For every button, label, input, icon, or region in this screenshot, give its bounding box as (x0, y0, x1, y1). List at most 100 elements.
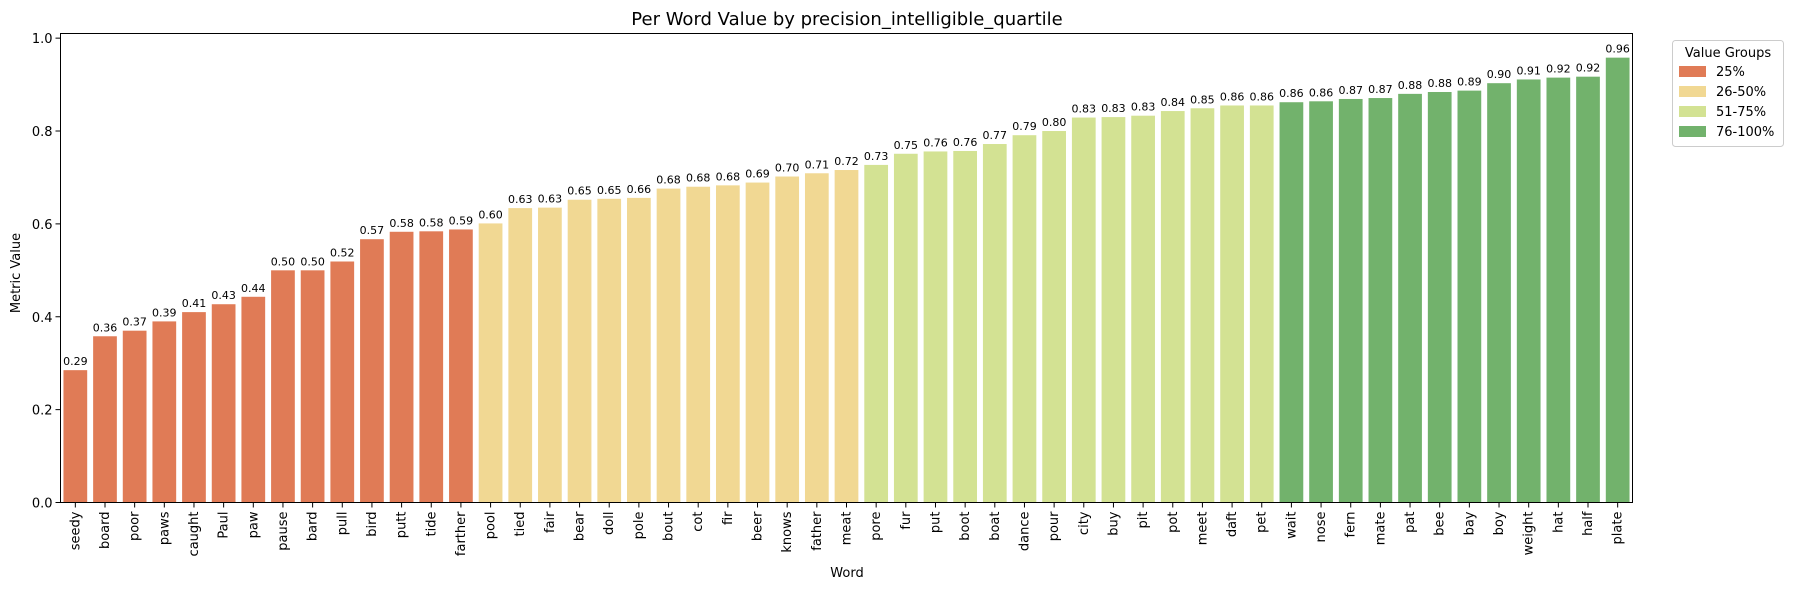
bar-value-label: 0.41 (182, 297, 207, 310)
bar-knows (775, 176, 800, 503)
bar-boat (982, 144, 1007, 503)
bar-paw (241, 296, 266, 503)
x-tick-label: bear (573, 511, 588, 541)
bars (63, 57, 1630, 503)
y-tick-label: 0.0 (32, 497, 53, 512)
bar-value-label: 0.80 (1042, 116, 1067, 129)
y-tick-label: 0.2 (32, 404, 53, 419)
y-tick-label: 0.6 (32, 218, 53, 233)
legend-label: 26-50% (1716, 85, 1766, 100)
bar-boot (953, 150, 978, 503)
bar-bout (656, 188, 681, 503)
bar-value-label: 0.63 (508, 193, 533, 206)
bar-value-label: 0.79 (1012, 120, 1037, 133)
bar-cot (686, 186, 711, 503)
x-tick-label: paw (246, 511, 261, 538)
bar-value-label: 0.68 (716, 170, 741, 183)
bar-value-label: 0.71 (805, 158, 830, 171)
bar-meet (1190, 108, 1215, 503)
x-tick-label: boat (988, 512, 1003, 541)
legend-swatch (1679, 86, 1706, 97)
x-tick-label: tied (513, 512, 528, 537)
bar-bay (1457, 90, 1482, 503)
x-tick-label: caught (187, 512, 202, 557)
bar-nose (1309, 101, 1333, 503)
bar-fir (715, 185, 740, 503)
bar-hat (1546, 77, 1571, 503)
bar-value-label: 0.59 (449, 214, 474, 227)
bar-value-label: 0.87 (1338, 84, 1363, 97)
x-tick-label: half (1581, 511, 1596, 536)
x-tick-label: doll (602, 512, 617, 535)
bar-tied (508, 208, 533, 503)
x-tick-label: daft (1225, 512, 1240, 538)
legend-label: 25% (1716, 65, 1745, 80)
bar-value-label: 0.50 (300, 255, 325, 268)
x-tick-label: buy (1106, 511, 1121, 535)
y-tick-label: 1.0 (32, 32, 53, 47)
y-axis: 0.0 0.2 0.4 0.6 0.8 1.0 (32, 32, 61, 512)
bar-value-label: 0.58 (419, 216, 444, 229)
bar-plate (1605, 57, 1630, 503)
x-tick-label: pull (335, 512, 350, 536)
bar-father (804, 173, 829, 503)
x-tick-label: pet (1255, 512, 1270, 533)
x-tick-label: put (928, 512, 943, 534)
bar-buy (1101, 117, 1126, 503)
x-tick-label: city (1077, 511, 1092, 535)
bar-pit (1131, 115, 1155, 503)
x-tick-label: weight (1522, 512, 1537, 556)
bar-value-label: 0.65 (597, 184, 622, 197)
bar-value-label: 0.66 (627, 183, 652, 196)
bar-value-label: 0.92 (1576, 62, 1601, 75)
x-tick-label: pause (276, 512, 291, 551)
bar-board (93, 336, 117, 503)
bar-value-label: 0.70 (775, 162, 800, 175)
legend-swatch (1679, 66, 1706, 77)
y-axis-label: Metric Value (9, 233, 24, 313)
x-tick-label: bee (1433, 512, 1448, 536)
legend-swatch (1679, 126, 1706, 137)
bar-value-label: 0.83 (1131, 101, 1156, 114)
bar-pool (478, 223, 503, 503)
bar-value-label: 0.37 (122, 316, 147, 329)
x-tick-label: tide (424, 512, 439, 537)
x-tick-label: knows (780, 511, 795, 552)
x-tick-label: pot (1166, 512, 1181, 533)
bar-beer (745, 182, 770, 503)
bar-tide (419, 231, 444, 503)
bar-value-label: 0.87 (1368, 83, 1393, 96)
bar-bard (300, 270, 325, 503)
x-tick-label: Paul (217, 512, 232, 539)
bar-mate (1368, 98, 1393, 503)
x-tick-label: nose (1314, 512, 1329, 543)
bar-value-label: 0.89 (1457, 76, 1482, 89)
x-tick-label: paws (157, 511, 172, 545)
bar-fern (1338, 98, 1363, 503)
x-tick-label: boot (958, 512, 973, 541)
x-axis: seedy board poor paws caught Paul paw pause bard… (68, 502, 1626, 557)
bar-value-label: 0.83 (1072, 103, 1097, 116)
x-tick-label: boy (1492, 511, 1507, 535)
x-tick-label: seedy (68, 511, 83, 550)
bar-value-label: 0.76 (923, 136, 948, 149)
bar-value-label: 0.86 (1309, 86, 1334, 99)
x-tick-label: pat (1403, 512, 1418, 533)
bar-value-label: 0.43 (211, 289, 236, 302)
bar-bear (567, 199, 592, 503)
x-tick-label: pole (632, 512, 647, 540)
bar-pat (1398, 93, 1422, 503)
x-tick-label: bird (365, 512, 380, 537)
x-tick-label: mate (1373, 512, 1388, 546)
bar-city (1071, 117, 1096, 503)
bar-value-label: 0.63 (538, 193, 563, 206)
x-tick-label: bout (662, 512, 677, 542)
bar-pore (864, 164, 889, 503)
bar-value-label: 0.88 (1427, 77, 1452, 90)
x-tick-label: dance (1017, 512, 1032, 552)
bar-value-label: 0.50 (271, 255, 296, 268)
plot-frame (60, 33, 1633, 503)
bar-value-label: 0.68 (686, 172, 711, 185)
bar-value-label: 0.88 (1398, 79, 1423, 92)
bar-pull (330, 261, 355, 503)
